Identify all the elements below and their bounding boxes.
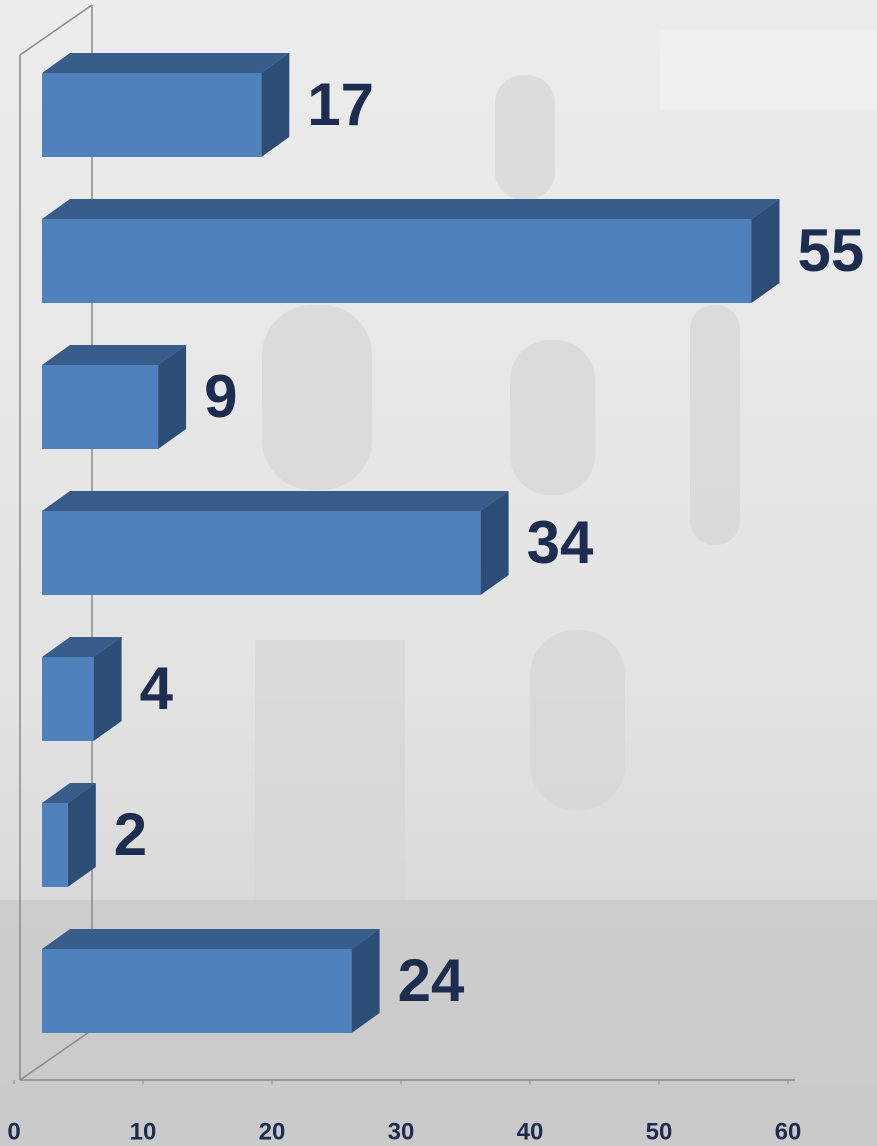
value-label: 2 [114,801,147,868]
bar-front [42,365,159,449]
bar-top [42,345,187,365]
bar [42,199,780,303]
bar [42,783,96,887]
bar-top [42,929,380,949]
bar-top [42,199,780,219]
x-tick-label: 50 [646,1118,673,1145]
value-label: 55 [798,217,865,284]
bar [42,53,290,157]
value-label: 17 [307,71,374,138]
bar-side [93,637,122,741]
bar-top [42,637,122,657]
bar-front [42,803,68,887]
x-tick-label: 20 [259,1118,286,1145]
x-tick-label: 10 [130,1118,157,1145]
bar [42,929,380,1033]
bar-side [67,783,96,887]
bar-side [480,491,509,595]
bar-side [158,345,187,449]
bar-top [42,491,509,511]
bar-top [42,783,96,803]
x-tick-label: 0 [7,1118,20,1145]
bar-front [42,949,352,1033]
value-label: 34 [527,509,594,576]
bar-side [261,53,290,157]
bar-side [751,199,780,303]
value-label: 4 [140,655,174,722]
bar [42,345,187,449]
x-tick-label: 30 [388,1118,415,1145]
bar [42,637,122,741]
bar [42,491,509,595]
bar-side [351,929,380,1033]
bar-top [42,53,290,73]
value-label: 9 [204,363,237,430]
bar-front [42,73,262,157]
bar-front [42,219,752,303]
x-tick-label: 40 [517,1118,544,1145]
x-tick-label: 60 [775,1118,802,1145]
bar-front [42,511,481,595]
value-label: 24 [398,947,465,1014]
bar-front [42,657,94,741]
